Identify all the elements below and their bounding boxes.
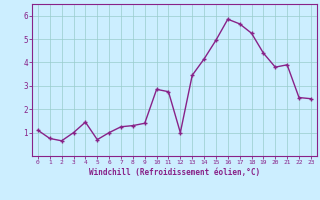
X-axis label: Windchill (Refroidissement éolien,°C): Windchill (Refroidissement éolien,°C) [89,168,260,177]
